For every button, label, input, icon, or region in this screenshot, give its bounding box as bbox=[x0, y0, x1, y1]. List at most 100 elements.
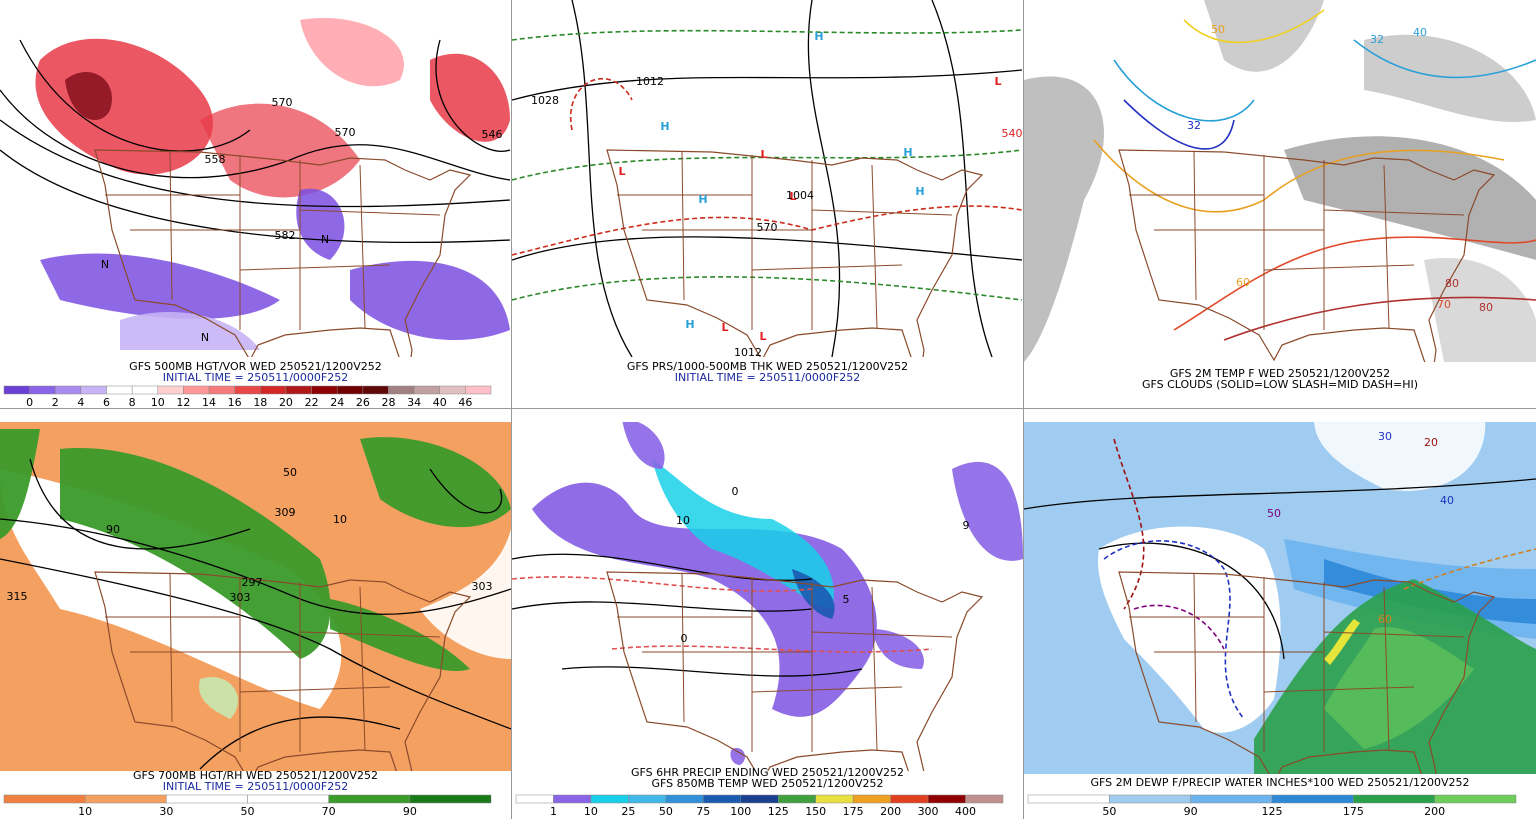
shaded-region bbox=[40, 253, 280, 319]
colorbar-box bbox=[106, 385, 133, 395]
shaded-region bbox=[1204, 0, 1324, 72]
colorbar-box bbox=[80, 385, 107, 395]
colorbar-box bbox=[1271, 794, 1354, 804]
map-label: 50 bbox=[283, 466, 297, 479]
colorbar-box bbox=[927, 794, 966, 804]
colorbar-label: 90 bbox=[403, 805, 417, 818]
contour bbox=[611, 645, 933, 653]
colorbar-label: 25 bbox=[621, 805, 635, 818]
shaded-region bbox=[300, 18, 404, 87]
contour bbox=[1098, 542, 1285, 660]
map-label: 10 bbox=[676, 514, 690, 527]
state-lines bbox=[617, 151, 953, 330]
map: 570 558 570 546 582 N N N bbox=[0, 14, 511, 357]
colorbar-label: 2 bbox=[52, 396, 59, 408]
shaded-region bbox=[952, 461, 1023, 561]
shaded-region bbox=[0, 429, 40, 539]
state-lines bbox=[105, 573, 441, 752]
contour bbox=[512, 236, 1023, 261]
colorbar-box bbox=[234, 385, 261, 395]
caption: GFS 2M DEWP F/PRECIP WATER INCHES*100 WE… bbox=[1091, 776, 1470, 789]
map-label: L bbox=[760, 148, 767, 161]
colorbar-box bbox=[1027, 794, 1110, 804]
map-label: 50 bbox=[1267, 507, 1281, 520]
map-label: 0 bbox=[681, 632, 688, 645]
divider bbox=[1023, 0, 1024, 819]
map-label: 32 bbox=[1187, 119, 1201, 132]
colorbar-label: 90 bbox=[1184, 805, 1198, 818]
colorbar-label: 18 bbox=[253, 396, 267, 408]
colorbar-box bbox=[84, 794, 167, 804]
caption: INITIAL TIME = 250511/0000F252 bbox=[163, 780, 348, 793]
colorbar-label: 22 bbox=[305, 396, 319, 408]
colorbar-label: 175 bbox=[1343, 805, 1364, 818]
map-label: 303 bbox=[472, 580, 493, 593]
colorbar-box bbox=[157, 385, 184, 395]
colorbar-box bbox=[29, 385, 56, 395]
caption: GFS 700MB HGT/RH WED 250521/1200V252 bbox=[133, 769, 378, 782]
caption: INITIAL TIME = 250511/0000F252 bbox=[675, 371, 860, 384]
contour bbox=[29, 458, 251, 550]
coastline bbox=[94, 571, 472, 771]
caption: GFS CLOUDS (SOLID=LOW SLASH=MID DASH=HI) bbox=[1142, 378, 1418, 391]
colorbar-box bbox=[590, 794, 629, 804]
map-label: 297 bbox=[242, 576, 263, 589]
colorbar-box bbox=[890, 794, 929, 804]
map-label: 1012 bbox=[734, 346, 762, 359]
map-label: 60 bbox=[1378, 613, 1392, 626]
caption: GFS PRS/1000-500MB THK WED 250521/1200V2… bbox=[627, 360, 908, 373]
map-label: L bbox=[994, 75, 1001, 88]
shaded-region bbox=[792, 569, 835, 619]
shaded-region bbox=[872, 629, 924, 669]
coastline bbox=[606, 149, 984, 357]
contour bbox=[435, 39, 511, 152]
map-label: 540 bbox=[1002, 127, 1023, 140]
shaded-region bbox=[420, 529, 511, 659]
map-label: 303 bbox=[230, 591, 251, 604]
colorbar-box bbox=[208, 385, 235, 395]
shaded-region bbox=[730, 747, 746, 765]
colorbar-label: 200 bbox=[1424, 805, 1445, 818]
map-label: 70 bbox=[1437, 298, 1451, 311]
map-background bbox=[512, 0, 1023, 357]
shaded-region bbox=[1324, 627, 1474, 749]
colorbar-label: 14 bbox=[202, 396, 216, 408]
colorbar-box bbox=[247, 794, 329, 804]
map-label: 20 bbox=[1424, 436, 1438, 449]
shaded-region bbox=[350, 260, 510, 340]
contour bbox=[512, 601, 813, 612]
shaded-region bbox=[1098, 526, 1281, 733]
colorbar-box bbox=[515, 794, 554, 804]
colorbar-label: 34 bbox=[407, 396, 421, 408]
colorbar-box bbox=[740, 794, 779, 804]
contour bbox=[512, 276, 1023, 301]
contour bbox=[1353, 39, 1536, 79]
colorbar-label: 50 bbox=[1102, 805, 1116, 818]
colorbar-box bbox=[852, 794, 891, 804]
map-label: 80 bbox=[1479, 301, 1493, 314]
colorbar-label: 10 bbox=[78, 805, 92, 818]
map-label: 40 bbox=[1413, 26, 1427, 39]
panel: 32 40 50 70 80 60 32 80 GFS 2M TEMP F WED 250521… bbox=[1024, 0, 1536, 391]
panel: H H H H H H L L L L L L 1012 1028 570 1004 1012 540 GFS PR… bbox=[512, 0, 1023, 384]
map-label: L bbox=[789, 190, 796, 203]
map-label: 570 bbox=[272, 96, 293, 109]
contour bbox=[569, 77, 633, 131]
state-lines bbox=[1129, 573, 1465, 752]
map-label: N bbox=[201, 331, 209, 344]
shaded-region bbox=[1364, 34, 1536, 123]
map-label: 90 bbox=[106, 523, 120, 536]
panel: 570 558 570 546 582 N N N GFS 500MB HGT/VOR WED … bbox=[0, 14, 511, 408]
coastline bbox=[94, 149, 472, 357]
map-label: 558 bbox=[205, 153, 226, 166]
colorbar-box bbox=[260, 385, 287, 395]
colorbar-label: 0 bbox=[26, 396, 33, 408]
contour bbox=[429, 468, 503, 514]
colorbar-box bbox=[965, 794, 1004, 804]
map-label: 570 bbox=[335, 126, 356, 139]
colorbar-label: 40 bbox=[433, 396, 447, 408]
map-label: H bbox=[660, 120, 669, 133]
contour bbox=[1024, 478, 1536, 510]
colorbar-box bbox=[3, 385, 30, 395]
